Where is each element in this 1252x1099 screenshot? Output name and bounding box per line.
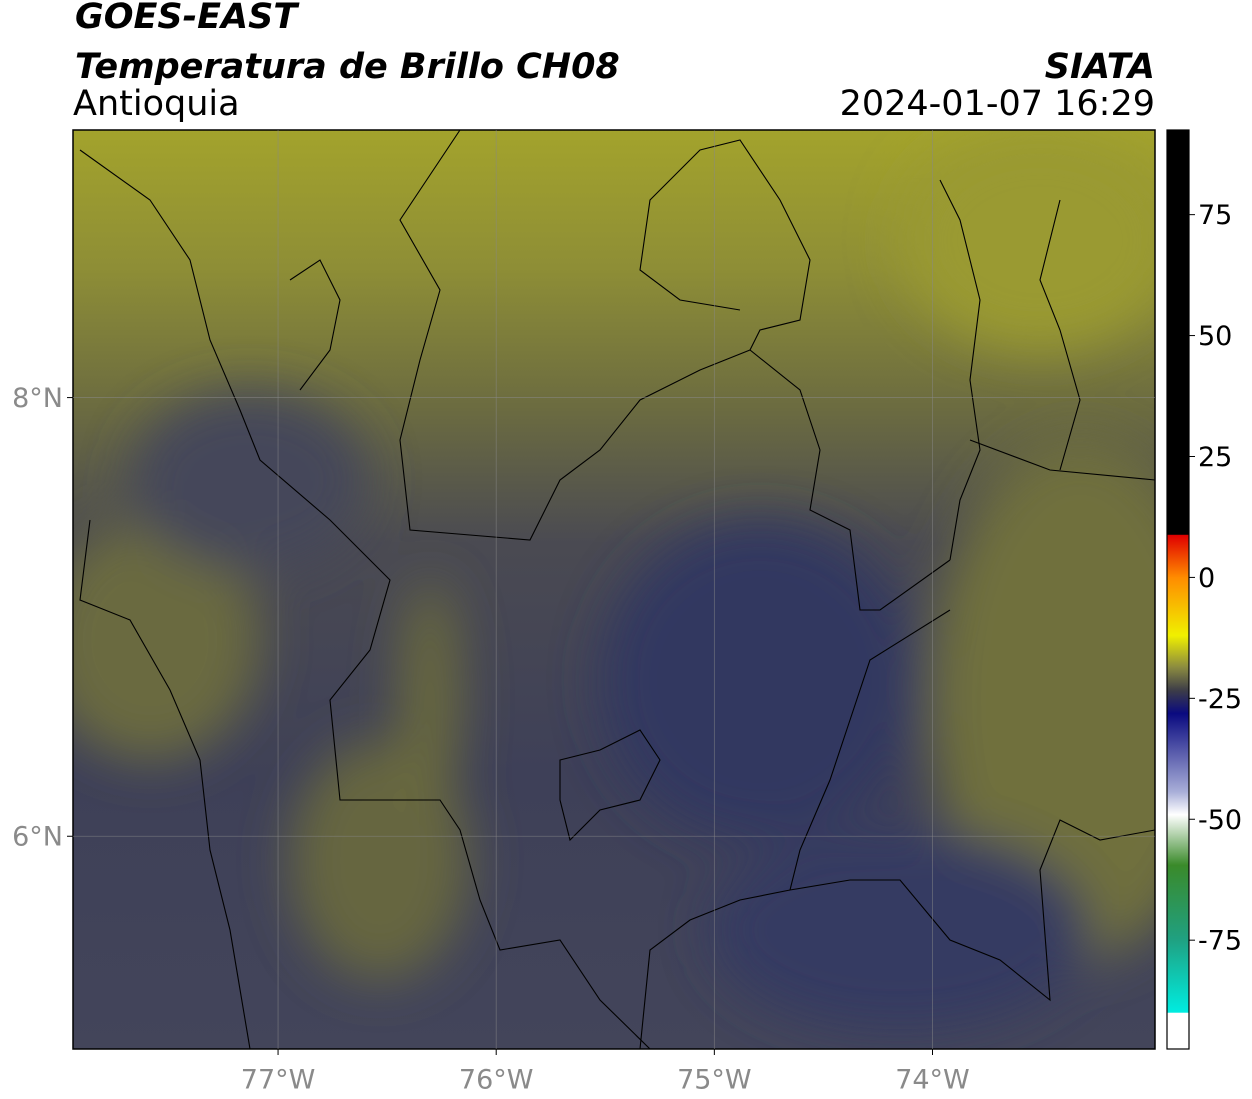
- x-tick-label: 74°W: [895, 1065, 970, 1096]
- colorbar-tick-label: 25: [1198, 442, 1232, 473]
- x-tick-label: 77°W: [241, 1065, 316, 1096]
- datetime: 2024-01-07 16:29: [840, 84, 1155, 124]
- source: SIATA: [1045, 47, 1155, 87]
- borders: [79, 130, 1155, 1049]
- colorbar-tick-label: -25: [1198, 684, 1242, 715]
- x-tick-label: 75°W: [677, 1065, 752, 1096]
- colorbar-tick-label: 50: [1198, 321, 1232, 352]
- colorbar-tick-label: -75: [1198, 926, 1242, 957]
- colorbar-ticks: -75 -50 -25 0 25 50 75: [1189, 200, 1242, 957]
- colorbar-tick-label: 0: [1198, 563, 1215, 594]
- graticule: 77°W 76°W 75°W 74°W 6°N 8°N: [12, 130, 1155, 1096]
- subtitle: Temperatura de Brillo CH08: [75, 47, 620, 87]
- satellite-image: [73, 130, 1155, 1049]
- y-tick-label: 8°N: [12, 383, 63, 414]
- colorbar-tick-label: 75: [1198, 200, 1232, 231]
- colorbar: [1166, 129, 1190, 1050]
- map-frame: [72, 129, 1156, 1050]
- x-tick-label: 76°W: [459, 1065, 534, 1096]
- colorbar-tick-label: -50: [1198, 805, 1242, 836]
- region: Antioquia: [73, 84, 240, 124]
- title: GOES-EAST: [75, 0, 300, 37]
- y-tick-label: 6°N: [12, 822, 63, 853]
